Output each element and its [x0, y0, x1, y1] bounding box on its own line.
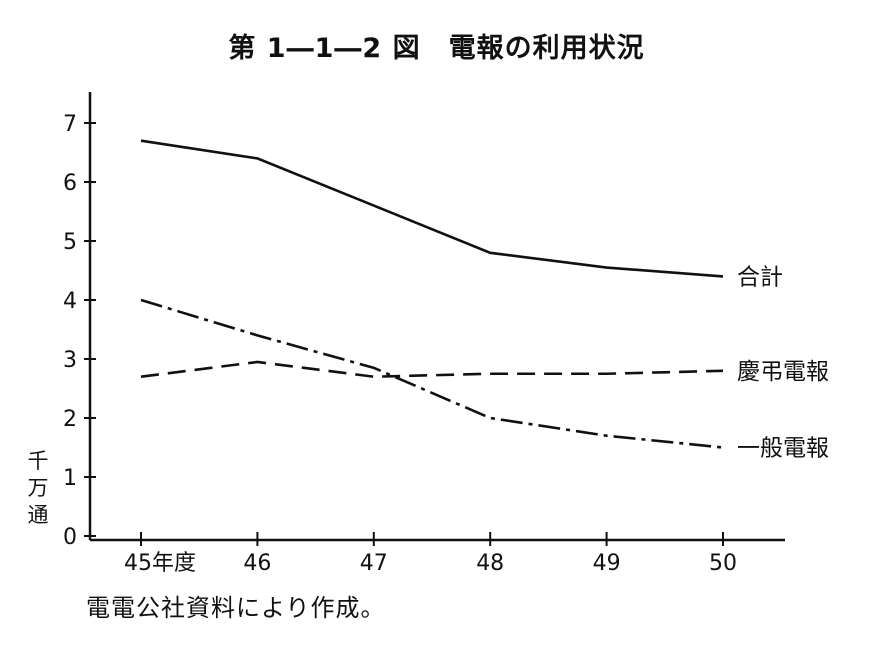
x-tick-label: 50 — [709, 551, 737, 576]
y-tick-label: 3 — [63, 348, 77, 373]
y-tick-label: 5 — [63, 230, 77, 255]
series-label: 一般電報 — [737, 436, 829, 462]
chart-title: 第 1―1―2 図 電報の利用状況 — [228, 33, 645, 64]
y-tick-label: 2 — [63, 407, 77, 432]
x-tick-label: 49 — [593, 551, 621, 576]
x-tick-label: 47 — [360, 551, 388, 576]
x-tick-label: 45年度 — [124, 551, 196, 576]
x-tick-label: 46 — [243, 551, 271, 576]
series-label: 合計 — [737, 264, 783, 290]
y-tick-label: 6 — [63, 171, 77, 196]
series-line-1 — [140, 360, 724, 379]
y-tick-label: 7 — [63, 112, 77, 137]
series-line-0 — [140, 139, 724, 278]
y-unit-char: 千 — [28, 449, 49, 473]
y-unit-char: 万 — [28, 476, 49, 500]
y-tick-label: 0 — [63, 525, 77, 550]
y-axis-unit-label: 千万通 — [28, 449, 49, 527]
series-label: 慶弔電報 — [737, 359, 829, 385]
y-tick-label: 4 — [63, 289, 77, 314]
source-note: 電電公社資料により作成。 — [86, 594, 386, 622]
y-unit-char: 通 — [28, 503, 49, 527]
series-line-2 — [140, 298, 724, 449]
y-tick-label: 1 — [63, 466, 77, 491]
series-lines — [140, 139, 724, 449]
y-ticks: 0 1 2 3 4 5 6 7 — [63, 112, 96, 550]
x-tick-label: 48 — [476, 551, 504, 576]
x-ticks: 45年度 46 47 48 49 50 — [124, 532, 737, 576]
